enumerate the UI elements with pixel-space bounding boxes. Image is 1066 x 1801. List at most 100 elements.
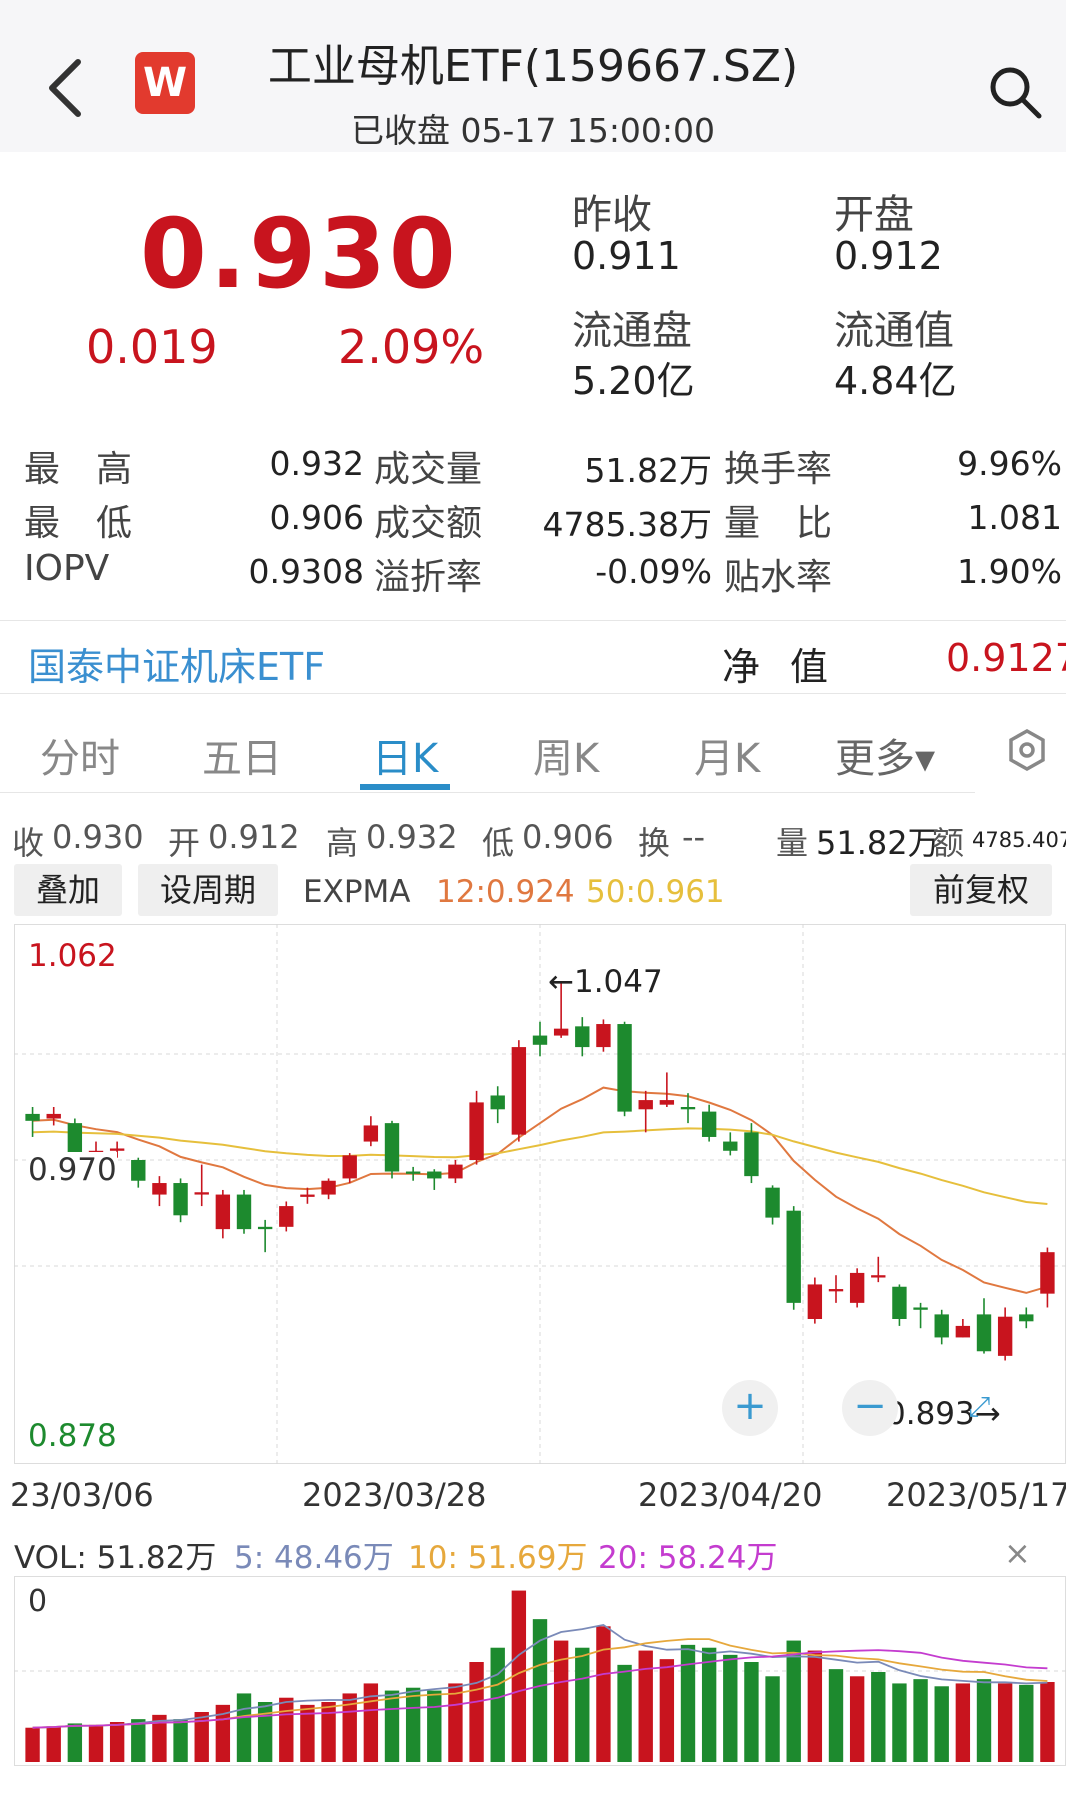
tab-five-day[interactable]: 五日 xyxy=(202,736,282,782)
candle-body-22 xyxy=(490,1095,505,1110)
candle-body-18 xyxy=(405,1171,421,1174)
volume-bar-0 xyxy=(25,1727,40,1762)
ki-vol-label: 量 xyxy=(776,824,809,862)
vol-axis-top: 0 xyxy=(28,1584,48,1619)
candle-body-35 xyxy=(765,1187,780,1218)
low-annotation: 0.893→ xyxy=(886,1396,1001,1432)
zoom-out-button[interactable]: − xyxy=(842,1380,898,1436)
app-logo-icon: W xyxy=(135,52,195,114)
volume-bar-14 xyxy=(321,1702,336,1762)
volume-bar-36 xyxy=(786,1640,801,1762)
low-annotation-value: 0.893 xyxy=(886,1396,975,1432)
ki-low-label: 低 xyxy=(482,824,515,862)
vol-ma10: 10: 51.69万 xyxy=(408,1540,588,1576)
candle-body-34 xyxy=(744,1132,759,1177)
candle-body-40 xyxy=(871,1275,886,1278)
candle-body-24 xyxy=(532,1035,548,1045)
fund-name-link[interactable]: 国泰中证机床ETF xyxy=(28,645,326,689)
volume-bar-17 xyxy=(384,1690,400,1762)
candle-body-39 xyxy=(849,1272,865,1303)
iopv-value: 0.9308 xyxy=(248,552,364,591)
prev-close-label: 昨收 xyxy=(572,192,652,238)
float-shares-value: 5.20亿 xyxy=(572,359,695,403)
ki-high-label: 高 xyxy=(326,824,359,862)
candle-body-48 xyxy=(1040,1252,1055,1294)
back-icon[interactable] xyxy=(40,48,100,128)
tab-more[interactable]: 更多▾ xyxy=(835,736,936,782)
volume-bar-26 xyxy=(575,1647,590,1762)
candle-body-25 xyxy=(553,1028,569,1036)
y-mid-label: 0.970 xyxy=(28,1152,117,1188)
kline-chart[interactable] xyxy=(14,924,1066,1464)
candle-body-32 xyxy=(701,1111,717,1137)
volume-bar-38 xyxy=(828,1669,844,1762)
ki-turn-label: 换 xyxy=(638,824,671,862)
tab-daily-k[interactable]: 日K xyxy=(372,736,439,782)
vol-ma20-line xyxy=(32,1649,1048,1729)
zoom-in-button[interactable]: + xyxy=(722,1380,778,1436)
nav-value: 0.9127 xyxy=(946,636,1066,680)
volume-bar-3 xyxy=(88,1724,104,1762)
volume-bar-30 xyxy=(659,1659,675,1762)
expma-indicator[interactable]: EXPMA xyxy=(303,874,410,910)
candle-body-43 xyxy=(934,1314,949,1338)
ema12-value: 12:0.924 xyxy=(436,874,575,910)
adjust-button[interactable]: 前复权 xyxy=(910,864,1052,916)
fund-row[interactable] xyxy=(0,620,1066,694)
volume-bar-41 xyxy=(892,1683,907,1762)
discount-value: 1.90% xyxy=(957,552,1062,591)
vol-ratio-label: 量 比 xyxy=(724,503,833,544)
candle-body-13 xyxy=(300,1194,315,1197)
ki-vol-value: 51.82万 xyxy=(816,824,940,862)
search-icon[interactable] xyxy=(985,62,1045,122)
volume-bar-10 xyxy=(236,1693,252,1762)
volume-bar-13 xyxy=(300,1704,315,1762)
overlay-button[interactable]: 叠加 xyxy=(14,864,122,916)
volume-bar-33 xyxy=(723,1654,738,1762)
volume-bar-32 xyxy=(701,1647,717,1762)
ki-turn-value: -- xyxy=(682,818,706,856)
volume-bar-37 xyxy=(807,1650,823,1762)
premium-value: -0.09% xyxy=(595,552,712,591)
volume-bar-19 xyxy=(427,1690,442,1762)
candle-body-16 xyxy=(363,1125,379,1142)
price-change: 0.019 xyxy=(86,320,218,374)
volume-bar-28 xyxy=(617,1664,632,1762)
candle-body-27 xyxy=(596,1024,611,1048)
volume-bar-12 xyxy=(279,1697,294,1762)
volume-bar-22 xyxy=(490,1647,505,1762)
high-arrow-icon: ← xyxy=(548,964,574,1000)
candle-body-37 xyxy=(807,1284,823,1319)
ki-low-value: 0.906 xyxy=(522,818,614,856)
candle-body-17 xyxy=(384,1123,400,1172)
settings-gear-icon[interactable] xyxy=(1005,728,1049,772)
price-change-pct: 2.09% xyxy=(338,320,485,374)
volume-chart[interactable] xyxy=(14,1576,1066,1766)
expand-icon[interactable]: ⤢ xyxy=(968,1390,991,1423)
y-max-label: 1.062 xyxy=(28,938,117,974)
candle-body-29 xyxy=(638,1100,653,1110)
candle-body-46 xyxy=(997,1316,1013,1356)
tab-monthly-k[interactable]: 月K xyxy=(694,736,761,782)
volume-bar-42 xyxy=(913,1679,928,1762)
candle-body-47 xyxy=(1019,1314,1034,1322)
iopv-label: IOPV xyxy=(24,548,110,589)
volume-label: 成交量 xyxy=(374,449,483,490)
candle-body-38 xyxy=(828,1289,844,1292)
date-label-4: 2023/05/17 xyxy=(886,1476,1066,1514)
prev-close-value: 0.911 xyxy=(572,234,681,278)
volume-bar-2 xyxy=(67,1723,83,1762)
tab-intraday[interactable]: 分时 xyxy=(40,736,120,782)
vol-ma5-line xyxy=(32,1623,1048,1729)
volume-bar-24 xyxy=(532,1619,548,1762)
set-period-button[interactable]: 设周期 xyxy=(138,864,278,916)
low-arrow-icon: → xyxy=(974,1396,1001,1432)
ki-amt-value: 4785.407 xyxy=(972,828,1066,852)
candle-body-8 xyxy=(194,1192,209,1195)
high-label: 最 高 xyxy=(24,449,133,490)
tab-weekly-k[interactable]: 周K xyxy=(533,736,600,782)
float-shares-label: 流通盘 xyxy=(572,308,692,354)
close-volume-icon[interactable]: × xyxy=(1004,1534,1031,1572)
candle-body-14 xyxy=(321,1180,336,1195)
ki-open-value: 0.912 xyxy=(208,818,300,856)
